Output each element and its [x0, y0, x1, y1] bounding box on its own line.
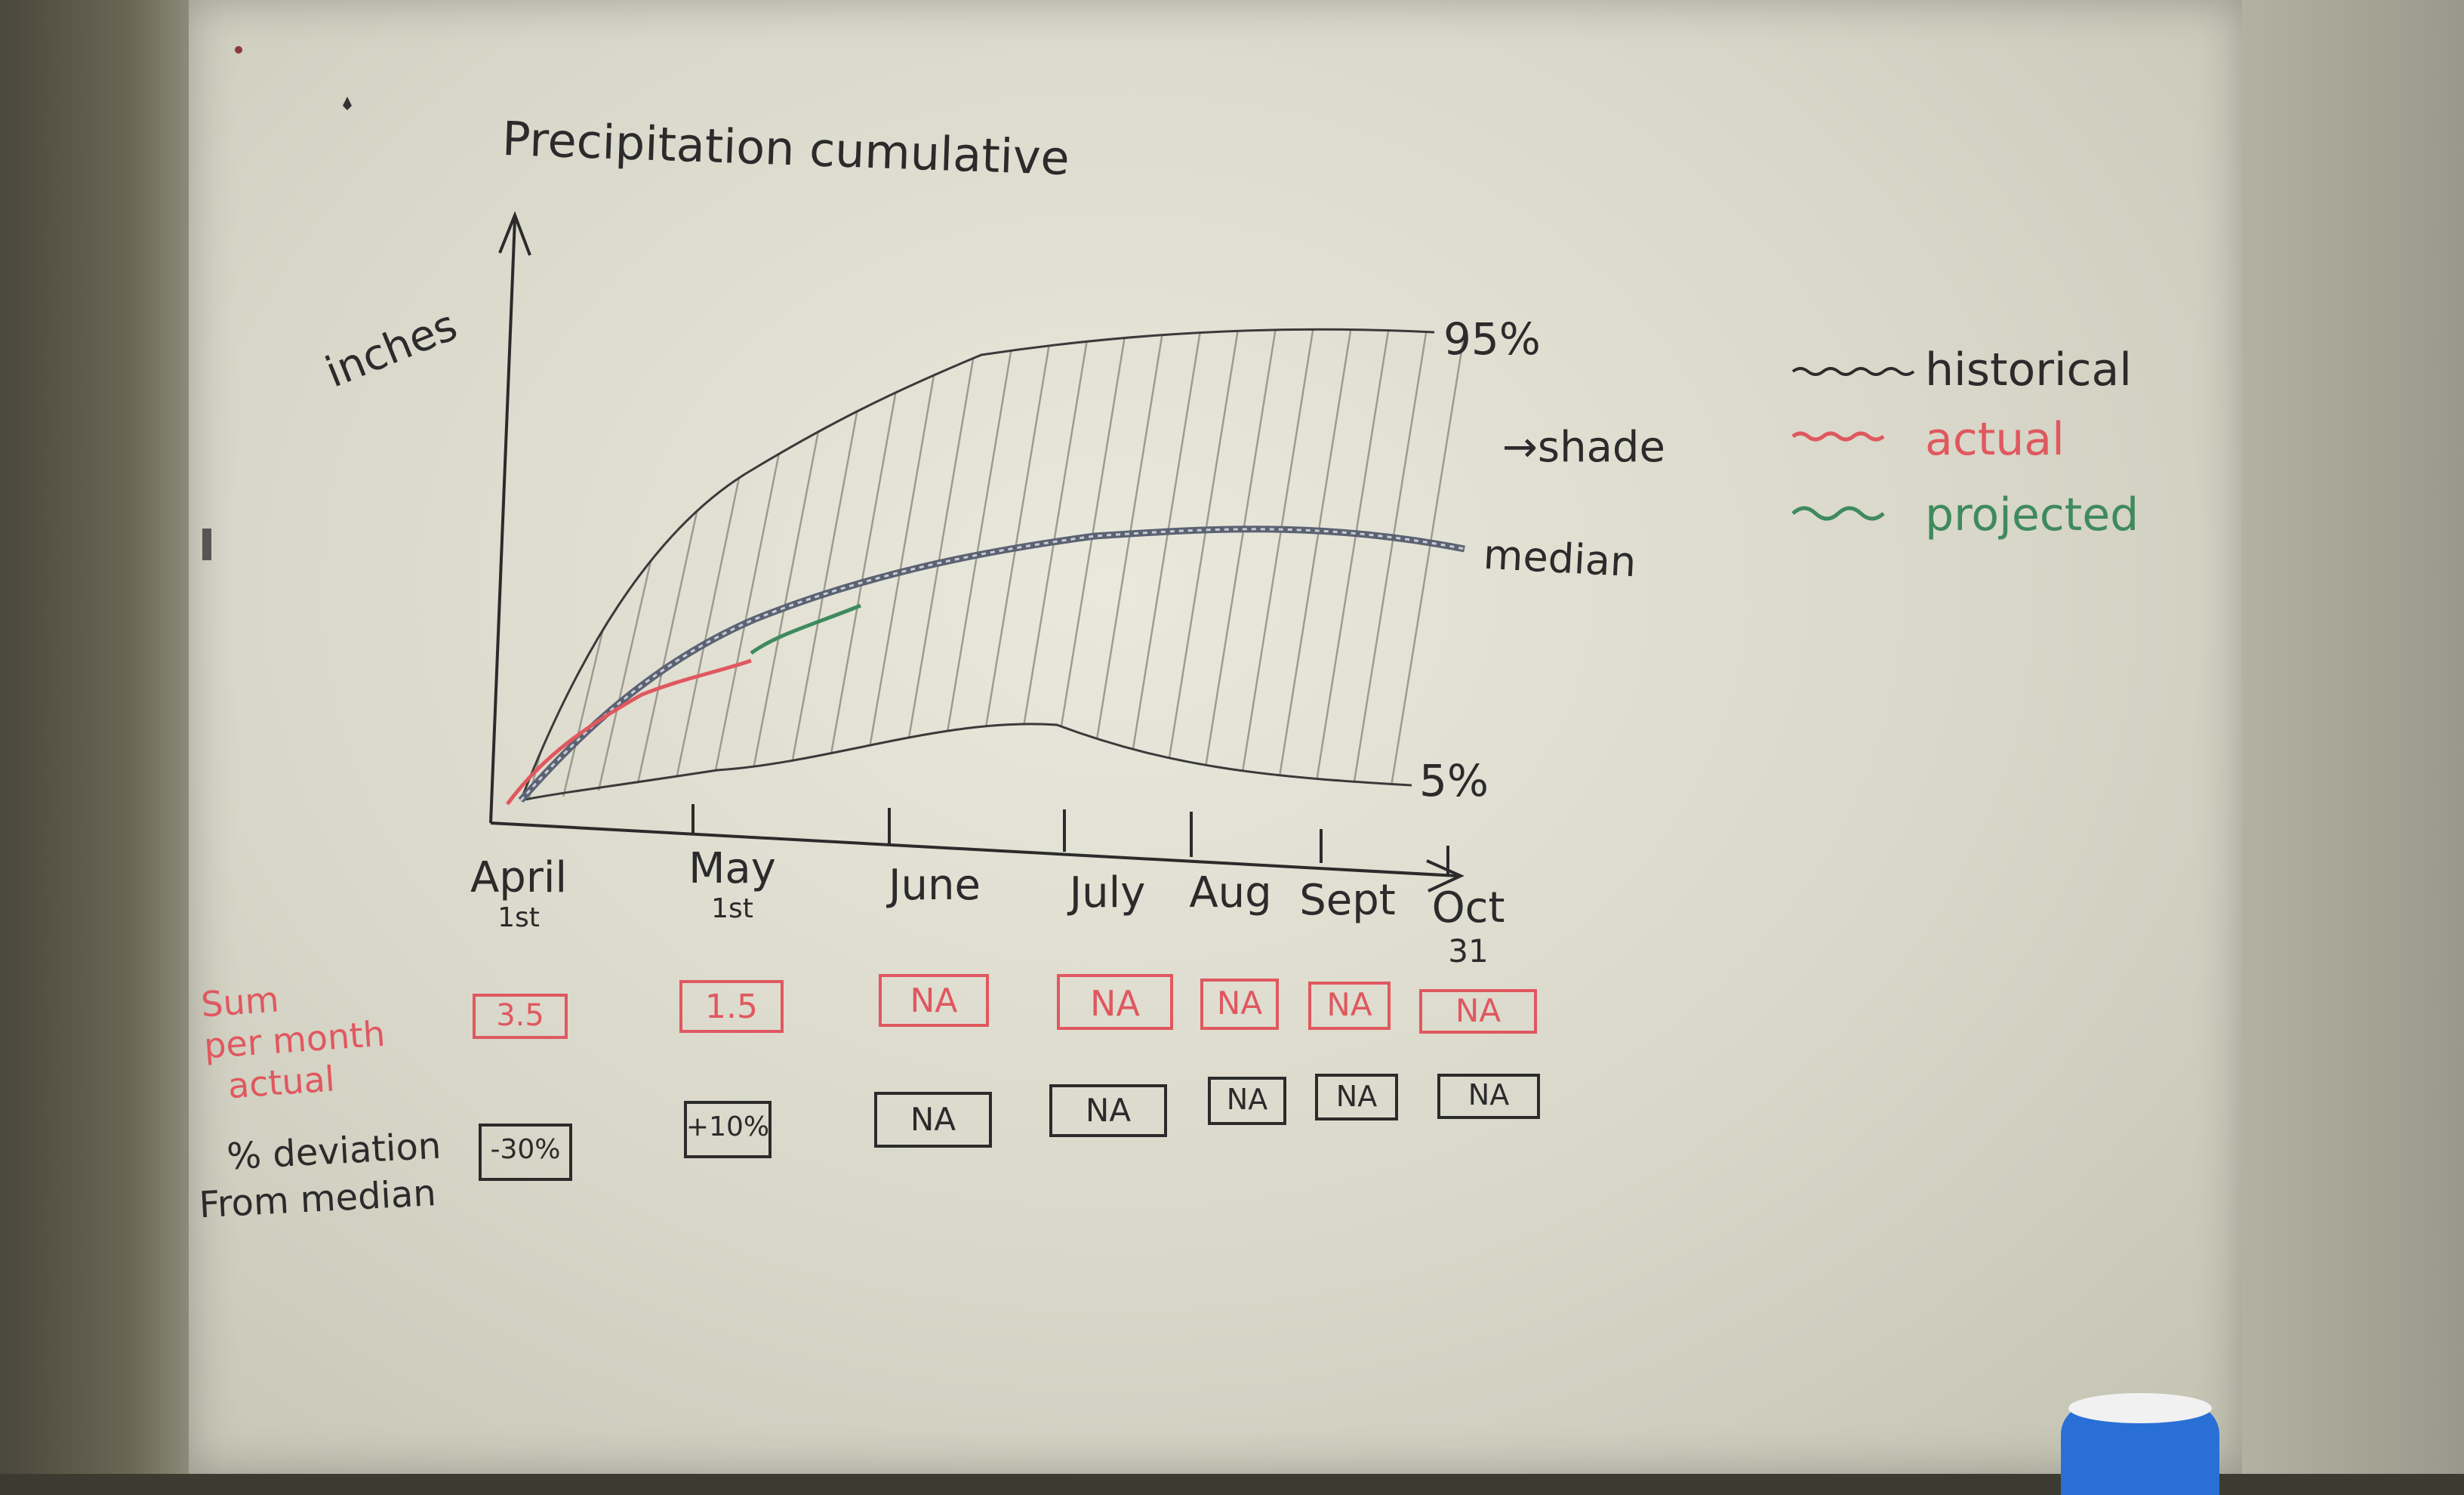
wall-right — [2242, 0, 2464, 1474]
deviation-cell: NA — [1085, 1092, 1132, 1129]
upper-percentile-curve — [519, 328, 1435, 801]
deviation-boxes — [479, 1074, 1540, 1181]
label-upper-percentile: 95% — [1443, 313, 1541, 365]
shade-hatching — [527, 329, 1480, 800]
x-tick-label-oct: Oct 31 — [1431, 883, 1505, 969]
x-tick-label-may: May 1st — [688, 844, 776, 924]
deviation-cell: -30% — [490, 1134, 561, 1165]
legend-label-projected: projected — [1925, 489, 2139, 541]
sum-cell: NA — [1090, 983, 1140, 1024]
legend-label-historical: historical — [1925, 344, 2132, 396]
whiteboard — [189, 0, 2242, 1474]
deviation-cell: NA — [1468, 1078, 1510, 1111]
deviation-cell: NA — [1226, 1083, 1268, 1116]
actual-curve — [505, 658, 752, 806]
x-tick-label-aug: Aug — [1189, 868, 1272, 917]
legend-swatch-historical — [1791, 367, 1915, 376]
label-lower-percentile: 5% — [1419, 755, 1489, 806]
y-axis-arrow — [498, 211, 531, 256]
sum-boxes — [473, 974, 1537, 1039]
cup-lid — [2068, 1393, 2212, 1423]
x-tick-label-june: June — [889, 861, 981, 910]
sum-cell: 1.5 — [705, 988, 758, 1026]
sum-row-label: Sum per month actual — [199, 979, 387, 1107]
x-axis-arrow — [1426, 859, 1465, 892]
wall-left — [0, 0, 189, 1474]
x-tick-label-july: July — [1069, 868, 1146, 917]
sum-cell: 3.5 — [496, 998, 544, 1033]
x-axis — [490, 821, 1458, 877]
legend-swatch-projected — [1791, 506, 1885, 521]
sum-cell: NA — [1216, 985, 1263, 1022]
lower-percentile-curve — [520, 723, 1412, 802]
legend-label-actual: actual — [1925, 413, 2065, 466]
deviation-cell: +10% — [685, 1111, 770, 1142]
median-curve — [518, 526, 1465, 803]
projected-curve — [750, 603, 861, 655]
sum-cell: NA — [910, 982, 958, 1020]
label-median: median — [1482, 530, 1637, 587]
label-shade: →shade — [1502, 423, 1665, 472]
y-axis — [489, 218, 516, 824]
x-tick-label-april: April 1st — [470, 853, 567, 933]
legend-swatch-actual — [1791, 431, 1885, 442]
sum-cell: NA — [1326, 986, 1372, 1023]
sum-cell: NA — [1455, 992, 1502, 1029]
x-tick-marks — [691, 804, 1449, 876]
deviation-cell: NA — [1335, 1080, 1378, 1113]
deviation-row-label: % deviation From median — [198, 1124, 442, 1227]
x-tick-label-sept: Sept — [1299, 876, 1396, 925]
deviation-cell: NA — [910, 1101, 956, 1138]
